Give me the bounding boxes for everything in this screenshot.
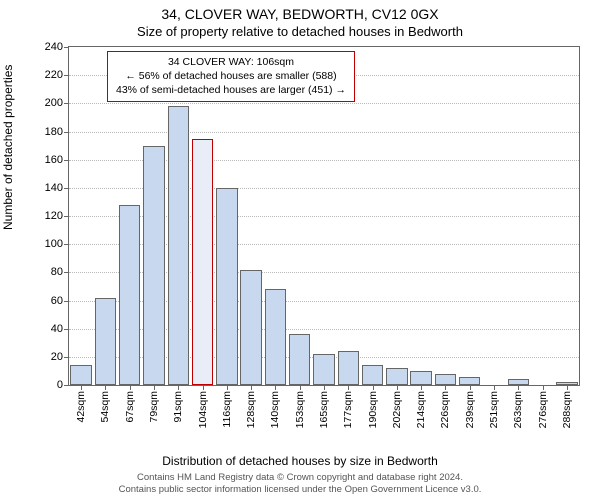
xtick-mark	[373, 385, 374, 390]
xtick-mark	[203, 385, 204, 390]
xtick-mark	[178, 385, 179, 390]
xtick-label: 226sqm	[439, 391, 451, 428]
xtick-label: 79sqm	[148, 391, 160, 423]
gridline	[69, 132, 579, 133]
xtick-mark	[130, 385, 131, 390]
xtick-mark	[324, 385, 325, 390]
chart-plot-area: 34 CLOVER WAY: 106sqm ← 56% of detached …	[68, 46, 580, 386]
xtick-label: 276sqm	[537, 391, 549, 428]
xtick-label: 288sqm	[561, 391, 573, 428]
histogram-bar	[119, 205, 140, 385]
histogram-bar	[362, 365, 383, 385]
histogram-bar-highlight	[192, 139, 213, 385]
xtick-mark	[348, 385, 349, 390]
ytick-label: 220	[45, 69, 69, 81]
xtick-label: 104sqm	[197, 391, 209, 428]
ytick-label: 160	[45, 154, 69, 166]
xtick-label: 91sqm	[172, 391, 184, 423]
ytick-label: 80	[51, 266, 69, 278]
histogram-bar	[313, 354, 334, 385]
chart-title-line1: 34, CLOVER WAY, BEDWORTH, CV12 0GX	[0, 6, 600, 22]
xtick-mark	[470, 385, 471, 390]
histogram-bar	[459, 377, 480, 385]
histogram-bar	[168, 106, 189, 385]
xtick-label: 214sqm	[415, 391, 427, 428]
ytick-label: 100	[45, 238, 69, 250]
ytick-label: 180	[45, 126, 69, 138]
xtick-mark	[494, 385, 495, 390]
xtick-label: 165sqm	[318, 391, 330, 428]
ytick-label: 200	[45, 97, 69, 109]
histogram-bar	[386, 368, 407, 385]
xtick-mark	[300, 385, 301, 390]
xtick-label: 239sqm	[464, 391, 476, 428]
y-axis-label: Number of detached properties	[1, 65, 15, 230]
attribution-line2: Contains public sector information licen…	[0, 484, 600, 496]
histogram-bar	[289, 334, 310, 385]
annotation-line1: 34 CLOVER WAY: 106sqm	[116, 55, 346, 69]
histogram-bar	[143, 146, 164, 385]
xtick-mark	[227, 385, 228, 390]
chart-title-line2: Size of property relative to detached ho…	[0, 24, 600, 39]
xtick-mark	[397, 385, 398, 390]
ytick-label: 60	[51, 295, 69, 307]
xtick-label: 153sqm	[294, 391, 306, 428]
ytick-label: 120	[45, 210, 69, 222]
xtick-label: 263sqm	[512, 391, 524, 428]
xtick-label: 67sqm	[124, 391, 136, 423]
xtick-label: 177sqm	[342, 391, 354, 428]
attribution-text: Contains HM Land Registry data © Crown c…	[0, 472, 600, 496]
histogram-bar	[265, 289, 286, 385]
ytick-label: 240	[45, 41, 69, 53]
xtick-mark	[421, 385, 422, 390]
xtick-mark	[445, 385, 446, 390]
annotation-line2: ← 56% of detached houses are smaller (58…	[116, 69, 346, 83]
histogram-bar	[240, 270, 261, 385]
xtick-mark	[105, 385, 106, 390]
xtick-label: 202sqm	[391, 391, 403, 428]
x-axis-label: Distribution of detached houses by size …	[0, 454, 600, 468]
xtick-mark	[567, 385, 568, 390]
histogram-bar	[410, 371, 431, 385]
xtick-label: 190sqm	[367, 391, 379, 428]
xtick-label: 116sqm	[221, 391, 233, 428]
gridline	[69, 103, 579, 104]
xtick-mark	[154, 385, 155, 390]
xtick-mark	[81, 385, 82, 390]
histogram-bar	[70, 365, 91, 385]
ytick-label: 140	[45, 182, 69, 194]
histogram-bar	[435, 374, 456, 385]
histogram-bar	[338, 351, 359, 385]
ytick-label: 20	[51, 351, 69, 363]
xtick-mark	[518, 385, 519, 390]
xtick-label: 128sqm	[245, 391, 257, 428]
histogram-bar	[216, 188, 237, 385]
xtick-label: 251sqm	[488, 391, 500, 428]
xtick-mark	[543, 385, 544, 390]
ytick-label: 0	[57, 379, 69, 391]
xtick-mark	[251, 385, 252, 390]
annotation-box: 34 CLOVER WAY: 106sqm ← 56% of detached …	[107, 51, 355, 102]
annotation-line3: 43% of semi-detached houses are larger (…	[116, 83, 346, 97]
xtick-label: 42sqm	[75, 391, 87, 423]
xtick-label: 54sqm	[99, 391, 111, 423]
ytick-label: 40	[51, 323, 69, 335]
histogram-bar	[95, 298, 116, 385]
attribution-line1: Contains HM Land Registry data © Crown c…	[0, 472, 600, 484]
xtick-mark	[275, 385, 276, 390]
xtick-label: 140sqm	[269, 391, 281, 428]
